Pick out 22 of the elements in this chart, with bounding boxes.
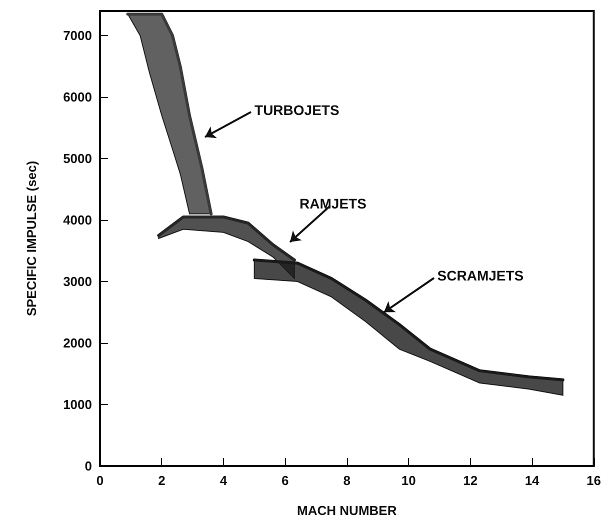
annotation: SCRAMJETS — [437, 268, 524, 284]
y-tick-label: 4000 — [63, 212, 92, 228]
x-tick-label: 14 — [524, 473, 540, 488]
x-tick-label: 10 — [401, 473, 416, 488]
y-tick-label: 0 — [84, 458, 92, 474]
x-axis-title: MACH NUMBER — [297, 503, 398, 518]
annotation: RAMJETS — [300, 195, 366, 212]
y-tick-label: 5000 — [63, 151, 92, 166]
annotation: TURBOJETS — [254, 102, 340, 118]
x-tick-label: 16 — [586, 473, 602, 488]
x-tick-label: 4 — [220, 473, 228, 488]
y-tick-label: 3000 — [63, 274, 92, 290]
x-tick-label: 12 — [463, 473, 478, 488]
x-tick-label: 0 — [96, 473, 104, 488]
x-tick-label: 8 — [343, 473, 350, 488]
x-tick-label: 6 — [282, 473, 289, 488]
y-tick-label: 6000 — [63, 90, 92, 105]
y-tick-label: 7000 — [63, 28, 92, 44]
x-tick-label: 2 — [158, 473, 166, 488]
y-axis-title: SPECIFIC IMPULSE (sec) — [24, 160, 39, 316]
y-tick-label: 2000 — [63, 336, 92, 351]
y-tick-label: 1000 — [63, 397, 92, 412]
